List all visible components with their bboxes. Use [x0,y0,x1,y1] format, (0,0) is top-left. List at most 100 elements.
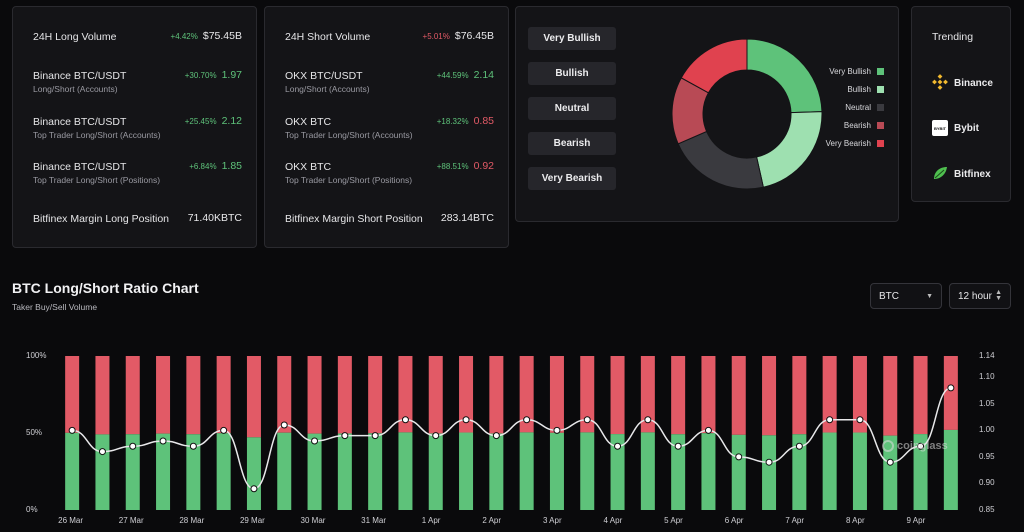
x-axis-tick: 4 Apr [603,516,623,525]
long-bar [368,433,383,510]
short-bar [337,356,352,434]
long-bar [95,434,110,510]
chart-subtitle: Taker Buy/Sell Volume [12,302,98,312]
ratio-point[interactable] [159,437,167,445]
ratio-point[interactable] [826,416,834,424]
ratio-point[interactable] [432,432,440,440]
legend-item: Very Bullish [829,67,884,76]
stat-subtitle: Top Trader Long/Short (Accounts) [33,130,161,140]
stat-value: 71.40KBTC [187,212,242,224]
long-bar [580,432,595,510]
trending-item-label: Binance [954,78,993,89]
trending-item-label: Bitfinex [954,169,991,180]
ratio-point[interactable] [856,416,864,424]
ratio-point[interactable] [795,442,803,450]
long-bar [883,435,898,510]
interval-select[interactable]: 12 hour ▲ ▼ [949,283,1011,309]
donut-slice-bullish [756,111,823,188]
trending-item-bitfinex[interactable]: Bitfinex [932,165,991,184]
ratio-point[interactable] [401,416,409,424]
long-bar [549,432,564,510]
x-axis-tick: 1 Apr [421,516,441,525]
sentiment-button-bearish[interactable]: Bearish [528,132,616,155]
trending-item-binance[interactable]: Binance [932,74,993,93]
stat-name: Binance BTC/USDT [33,116,127,128]
short-bar [580,356,595,433]
long-bar [337,433,352,510]
short-bar [671,356,686,435]
long-bar [125,434,140,510]
ratio-point[interactable] [250,485,258,493]
long-bar [852,432,867,510]
ratio-point[interactable] [947,384,955,392]
x-axis-tick: 2 Apr [482,516,502,525]
donut-slice-very-bullish [746,38,823,114]
x-axis-tick: 31 Mar [361,516,387,525]
short-stats-row: OKX BTC Top Trader Long/Short (Positions)… [285,160,494,186]
ratio-point[interactable] [765,458,773,466]
stat-value: 2.12 [221,115,242,127]
ratio-point[interactable] [553,426,561,434]
sentiment-button-very-bearish[interactable]: Very Bearish [528,167,616,190]
ratio-point[interactable] [886,458,894,466]
ratio-point[interactable] [129,442,137,450]
ratio-point[interactable] [98,448,106,456]
stat-name: 24H Long Volume [33,31,117,43]
ratio-point[interactable] [462,416,470,424]
stat-value: $75.45B [202,30,242,42]
x-axis-tick: 9 Apr [906,516,926,525]
long-bar [65,432,80,510]
sentiment-button-very-bullish[interactable]: Very Bullish [528,27,616,50]
long-bar [792,434,807,510]
stat-name: Binance BTC/USDT [33,70,127,82]
stat-change-percent: +4.42% [170,32,198,41]
ratio-point[interactable] [492,432,500,440]
ratio-point[interactable] [341,432,349,440]
legend-label: Very Bullish [829,67,871,76]
sentiment-button-neutral[interactable]: Neutral [528,97,616,120]
ratio-point[interactable] [917,442,925,450]
ratio-point[interactable] [280,421,288,429]
legend-swatch [877,104,884,111]
ratio-point[interactable] [704,426,712,434]
short-bar [246,356,261,438]
ratio-point[interactable] [735,453,743,461]
stat-name: Bitfinex Margin Long Position [33,213,169,225]
legend-swatch [877,122,884,129]
ratio-point[interactable] [523,416,531,424]
ratio-point[interactable] [371,432,379,440]
legend-swatch [877,68,884,75]
sentiment-button-bullish[interactable]: Bullish [528,62,616,85]
long-bar [701,433,716,510]
stat-name: OKX BTC [285,116,332,128]
short-bar [852,356,867,433]
ratio-point[interactable] [311,437,319,445]
long-stats-row: Bitfinex Margin Long Position 71.40KBTC [33,212,242,226]
stat-value: 2.14 [473,69,494,81]
stat-change-percent: +25.45% [184,117,217,126]
stat-change-percent: +5.01% [422,32,450,41]
ratio-point[interactable] [583,416,591,424]
ratio-point[interactable] [644,416,652,424]
updown-chevron-icon: ▲ ▼ [995,289,1002,302]
long-bar [489,433,504,510]
long-bar [216,433,231,510]
legend-swatch [877,86,884,93]
coin-select[interactable]: BTC ▼ [870,283,942,309]
x-axis-tick: 7 Apr [785,516,805,525]
ratio-point[interactable] [68,426,76,434]
right-axis-tick: 1.10 [979,372,995,382]
ratio-point[interactable] [189,442,197,450]
ratio-point[interactable] [674,442,682,450]
ratio-point[interactable] [220,426,228,434]
coinglass-watermark: coinglass [882,440,948,452]
trending-item-bybit[interactable]: BYBIT Bybit [932,120,979,136]
short-bar [368,356,383,434]
stat-value: 0.92 [473,160,494,172]
short-bar [640,356,655,433]
short-bar [125,356,140,435]
left-axis-tick: 50% [26,428,43,437]
stat-name: Bitfinex Margin Short Position [285,213,423,225]
ratio-line [72,387,952,490]
ratio-point[interactable] [614,442,622,450]
